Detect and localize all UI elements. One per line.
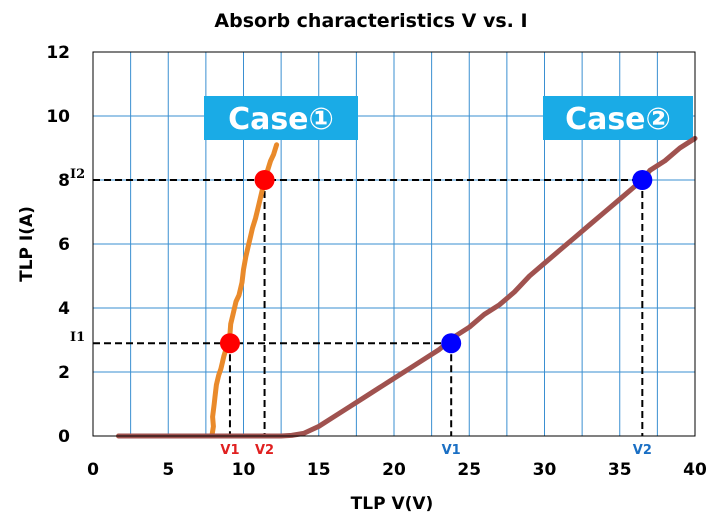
x-tick-label: 5 [162, 460, 174, 480]
marker-labels: V1 V2 V1 V2 I1 I2 [70, 167, 652, 458]
i-marker-label: I2 [70, 167, 85, 182]
series-line-case-1 [116, 142, 280, 439]
case-labels: Case① Case② [204, 96, 693, 140]
x-tick-label: 15 [307, 460, 331, 480]
y-tick-label: 4 [58, 299, 70, 319]
series-lines [116, 135, 698, 439]
v-marker-label: V2 [633, 443, 652, 458]
y-tick-label: 0 [58, 427, 70, 447]
series-line-case-2 [116, 135, 698, 439]
x-tick-label: 25 [457, 460, 481, 480]
y-tick-label: 10 [46, 107, 70, 127]
x-tick-label: 0 [87, 460, 99, 480]
guide-lines [93, 179, 644, 436]
chart-title: Absorb characteristics V vs. I [214, 10, 527, 32]
x-tick-label: 30 [533, 460, 557, 480]
point-blue [632, 170, 653, 190]
v-marker-label: V2 [255, 443, 274, 458]
x-tick-label: 20 [382, 460, 406, 480]
highlight-points [219, 170, 653, 354]
y-axis-title: TLP I(A) [17, 206, 37, 282]
i-marker-label: I1 [70, 330, 85, 345]
case-label-1: Case① [228, 102, 334, 137]
x-tick-label: 40 [683, 460, 707, 480]
point-blue [441, 333, 462, 354]
point-red [254, 170, 275, 190]
plot-frame [92, 51, 696, 437]
y-tick-labels: 0 2 4 6 8 10 12 [46, 43, 70, 447]
case-label-box [204, 96, 358, 140]
y-tick-label: 6 [58, 235, 70, 255]
point-red [219, 333, 240, 354]
v-marker-label: V1 [220, 443, 239, 458]
x-tick-label: 35 [608, 460, 632, 480]
x-axis-title: TLP V(V) [351, 494, 434, 514]
x-tick-labels: 0 5 10 15 20 25 30 35 40 [87, 460, 707, 480]
case-label-2: Case② [565, 102, 671, 137]
v-marker-label: V1 [442, 443, 461, 458]
y-tick-label: 12 [46, 43, 70, 63]
x-tick-label: 10 [232, 460, 256, 480]
y-tick-label: 2 [58, 363, 70, 383]
y-tick-label: 8 [58, 171, 70, 191]
case-label-box [543, 96, 693, 140]
